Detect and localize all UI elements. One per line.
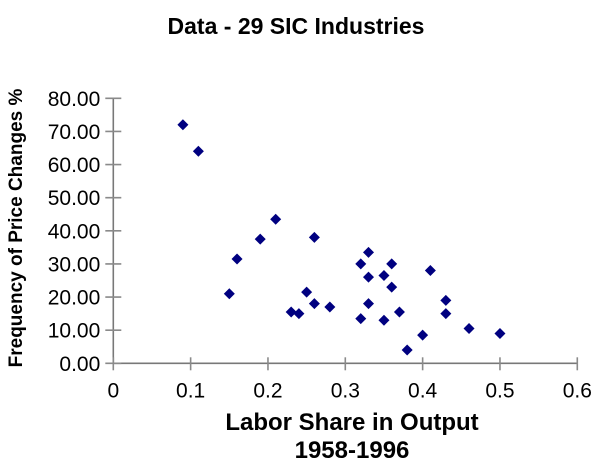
data-point — [393, 306, 405, 318]
data-point — [386, 281, 398, 293]
x-axis-title: Labor Share in Output — [225, 409, 479, 436]
data-point — [440, 308, 452, 320]
data-point — [308, 298, 320, 310]
x-tick-label: 0.4 — [408, 379, 438, 402]
y-tick-label: 20.00 — [48, 287, 101, 310]
x-tick-label: 0.5 — [485, 379, 514, 402]
y-tick-label: 0.00 — [59, 353, 100, 376]
y-tick-label: 40.00 — [48, 220, 101, 243]
data-point — [285, 306, 297, 318]
data-point — [324, 301, 336, 313]
data-point — [293, 308, 305, 320]
data-point — [440, 294, 452, 306]
data-point — [417, 329, 429, 341]
x-tick-label: 0 — [107, 379, 119, 402]
data-point — [231, 253, 243, 265]
y-axis-title: Frequency of Price Changes % — [6, 88, 27, 368]
data-point — [378, 314, 390, 326]
x-tick-label: 0.3 — [331, 379, 360, 402]
y-tick-label: 60.00 — [48, 154, 101, 177]
data-point — [355, 258, 367, 270]
data-point — [355, 313, 367, 325]
y-tick-label: 10.00 — [48, 320, 101, 343]
x-tick-label: 0.1 — [176, 379, 205, 402]
data-point — [401, 344, 413, 356]
data-point — [363, 298, 374, 310]
y-tick-label: 80.00 — [48, 88, 101, 111]
data-point — [363, 246, 374, 258]
y-tick-label: 50.00 — [48, 187, 101, 210]
x-axis-subtitle: 1958-1996 — [294, 437, 410, 464]
data-point — [223, 288, 235, 300]
chart-title: Data - 29 SIC Industries — [167, 13, 425, 39]
data-point — [378, 270, 390, 282]
data-point — [192, 145, 204, 157]
data-point — [177, 119, 189, 131]
x-tick-label: 0.6 — [563, 379, 592, 402]
y-tick-label: 70.00 — [48, 121, 101, 144]
data-point — [424, 265, 436, 277]
data-point — [301, 286, 313, 298]
data-point — [463, 323, 475, 335]
x-tick-label: 0.2 — [253, 379, 282, 402]
data-point — [308, 231, 320, 243]
y-tick-label: 30.00 — [48, 253, 101, 276]
data-point — [363, 271, 374, 283]
data-point — [494, 327, 506, 339]
data-point — [386, 258, 398, 270]
data-point — [270, 213, 282, 225]
data-point — [254, 233, 266, 245]
